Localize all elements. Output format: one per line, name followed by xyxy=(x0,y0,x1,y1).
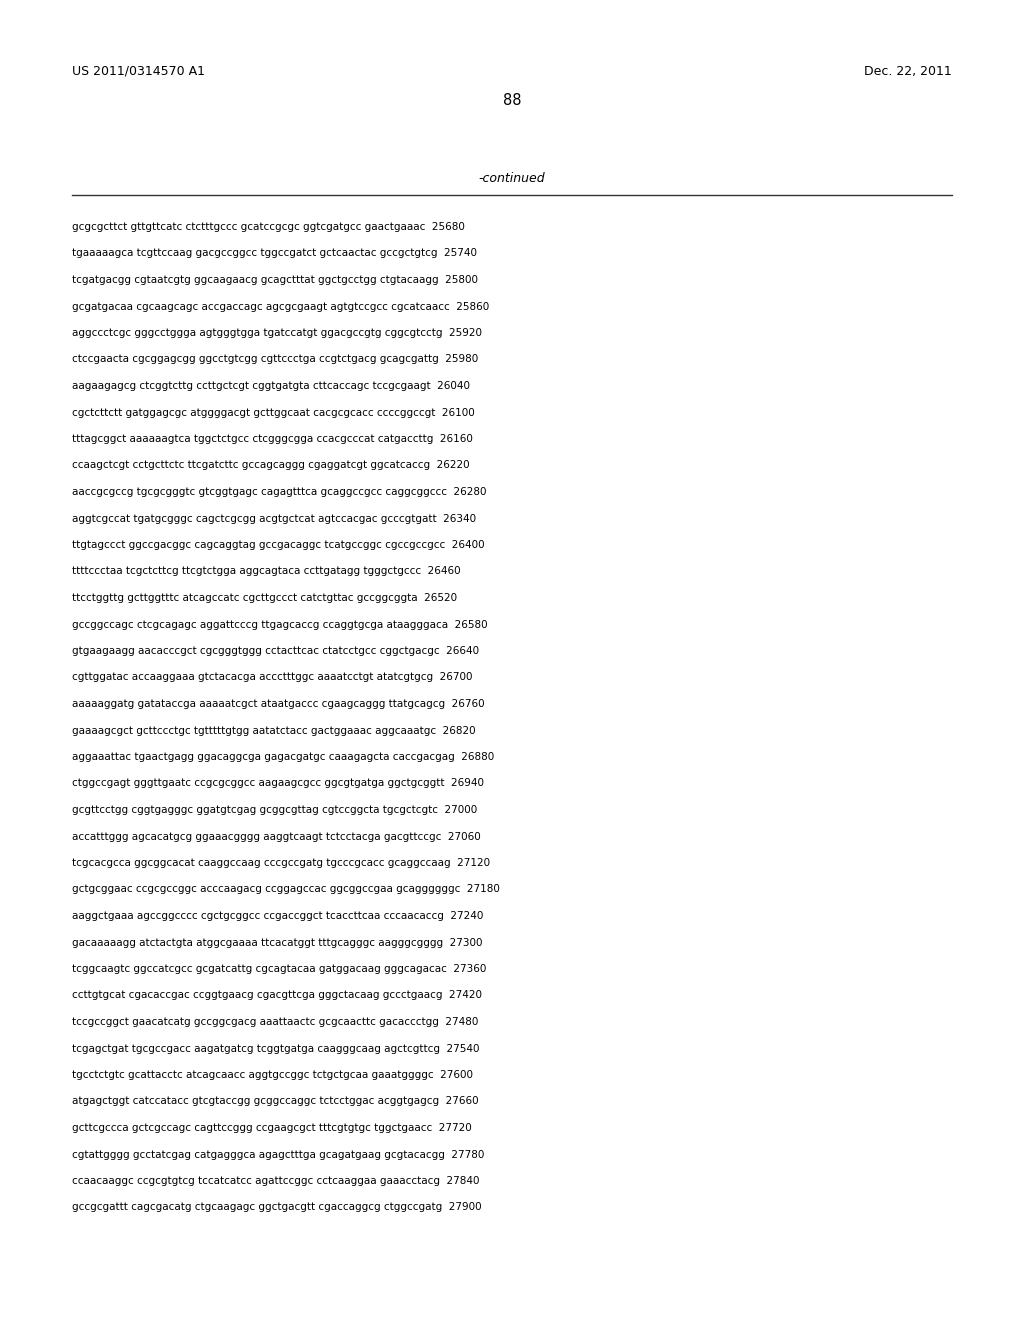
Text: ccttgtgcat cgacaccgac ccggtgaacg cgacgttcga gggctacaag gccctgaacg  27420: ccttgtgcat cgacaccgac ccggtgaacg cgacgtt… xyxy=(72,990,482,1001)
Text: ttcctggttg gcttggtttc atcagccatc cgcttgccct catctgttac gccggcggta  26520: ttcctggttg gcttggtttc atcagccatc cgcttgc… xyxy=(72,593,457,603)
Text: gcgatgacaa cgcaagcagc accgaccagc agcgcgaagt agtgtccgcc cgcatcaacc  25860: gcgatgacaa cgcaagcagc accgaccagc agcgcga… xyxy=(72,301,489,312)
Text: 88: 88 xyxy=(503,92,521,108)
Text: Dec. 22, 2011: Dec. 22, 2011 xyxy=(864,65,952,78)
Text: aaaaaggatg gatataccga aaaaatcgct ataatgaccc cgaagcaggg ttatgcagcg  26760: aaaaaggatg gatataccga aaaaatcgct ataatga… xyxy=(72,700,484,709)
Text: gccggccagc ctcgcagagc aggattcccg ttgagcaccg ccaggtgcga ataagggaca  26580: gccggccagc ctcgcagagc aggattcccg ttgagca… xyxy=(72,619,487,630)
Text: -continued: -continued xyxy=(478,172,546,185)
Text: gccgcgattt cagcgacatg ctgcaagagc ggctgacgtt cgaccaggcg ctggccgatg  27900: gccgcgattt cagcgacatg ctgcaagagc ggctgac… xyxy=(72,1203,481,1213)
Text: cgttggatac accaaggaaa gtctacacga accctttggc aaaatcctgt atatcgtgcg  26700: cgttggatac accaaggaaa gtctacacga acccttt… xyxy=(72,672,472,682)
Text: ccaagctcgt cctgcttctc ttcgatcttc gccagcaggg cgaggatcgt ggcatcaccg  26220: ccaagctcgt cctgcttctc ttcgatcttc gccagca… xyxy=(72,461,470,470)
Text: ccaacaaggc ccgcgtgtcg tccatcatcc agattccggc cctcaaggaa gaaacctacg  27840: ccaacaaggc ccgcgtgtcg tccatcatcc agattcc… xyxy=(72,1176,479,1185)
Text: gtgaagaagg aacacccgct cgcgggtggg cctacttcac ctatcctgcc cggctgacgc  26640: gtgaagaagg aacacccgct cgcgggtggg cctactt… xyxy=(72,645,479,656)
Text: ttgtagccct ggccgacggc cagcaggtag gccgacaggc tcatgccggc cgccgccgcc  26400: ttgtagccct ggccgacggc cagcaggtag gccgaca… xyxy=(72,540,484,550)
Text: gctgcggaac ccgcgccggc acccaagacg ccggagccac ggcggccgaa gcaggggggc  27180: gctgcggaac ccgcgccggc acccaagacg ccggagc… xyxy=(72,884,500,895)
Text: gcgttcctgg cggtgagggc ggatgtcgag gcggcgttag cgtccggcta tgcgctcgtc  27000: gcgttcctgg cggtgagggc ggatgtcgag gcggcgt… xyxy=(72,805,477,814)
Text: aaggctgaaa agccggcccc cgctgcggcc ccgaccggct tcaccttcaa cccaacaccg  27240: aaggctgaaa agccggcccc cgctgcggcc ccgaccg… xyxy=(72,911,483,921)
Text: tcgatgacgg cgtaatcgtg ggcaagaacg gcagctttat ggctgcctgg ctgtacaagg  25800: tcgatgacgg cgtaatcgtg ggcaagaacg gcagctt… xyxy=(72,275,478,285)
Text: tccgccggct gaacatcatg gccggcgacg aaattaactc gcgcaacttc gacaccctgg  27480: tccgccggct gaacatcatg gccggcgacg aaattaa… xyxy=(72,1016,478,1027)
Text: gaaaagcgct gcttccctgc tgtttttgtgg aatatctacc gactggaaac aggcaaatgc  26820: gaaaagcgct gcttccctgc tgtttttgtgg aatatc… xyxy=(72,726,475,735)
Text: ctggccgagt gggttgaatc ccgcgcggcc aagaagcgcc ggcgtgatga ggctgcggtt  26940: ctggccgagt gggttgaatc ccgcgcggcc aagaagc… xyxy=(72,779,484,788)
Text: tttagcggct aaaaaagtca tggctctgcc ctcgggcgga ccacgcccat catgaccttg  26160: tttagcggct aaaaaagtca tggctctgcc ctcgggc… xyxy=(72,434,473,444)
Text: ctccgaacta cgcggagcgg ggcctgtcgg cgttccctga ccgtctgacg gcagcgattg  25980: ctccgaacta cgcggagcgg ggcctgtcgg cgttccc… xyxy=(72,355,478,364)
Text: cgtattgggg gcctatcgag catgagggca agagctttga gcagatgaag gcgtacacgg  27780: cgtattgggg gcctatcgag catgagggca agagctt… xyxy=(72,1150,484,1159)
Text: cgctcttctt gatggagcgc atggggacgt gcttggcaat cacgcgcacc ccccggccgt  26100: cgctcttctt gatggagcgc atggggacgt gcttggc… xyxy=(72,408,475,417)
Text: aggccctcgc gggcctggga agtgggtgga tgatccatgt ggacgccgtg cggcgtcctg  25920: aggccctcgc gggcctggga agtgggtgga tgatcca… xyxy=(72,327,482,338)
Text: ttttccctaa tcgctcttcg ttcgtctgga aggcagtaca ccttgatagg tgggctgccc  26460: ttttccctaa tcgctcttcg ttcgtctgga aggcagt… xyxy=(72,566,461,577)
Text: aggaaattac tgaactgagg ggacaggcga gagacgatgc caaagagcta caccgacgag  26880: aggaaattac tgaactgagg ggacaggcga gagacga… xyxy=(72,752,495,762)
Text: aagaagagcg ctcggtcttg ccttgctcgt cggtgatgta cttcaccagc tccgcgaagt  26040: aagaagagcg ctcggtcttg ccttgctcgt cggtgat… xyxy=(72,381,470,391)
Text: gcgcgcttct gttgttcatc ctctttgccc gcatccgcgc ggtcgatgcc gaactgaaac  25680: gcgcgcttct gttgttcatc ctctttgccc gcatccg… xyxy=(72,222,465,232)
Text: aggtcgccat tgatgcgggc cagctcgcgg acgtgctcat agtccacgac gcccgtgatt  26340: aggtcgccat tgatgcgggc cagctcgcgg acgtgct… xyxy=(72,513,476,524)
Text: US 2011/0314570 A1: US 2011/0314570 A1 xyxy=(72,65,205,78)
Text: tcgcacgcca ggcggcacat caaggccaag cccgccgatg tgcccgcacc gcaggccaag  27120: tcgcacgcca ggcggcacat caaggccaag cccgccg… xyxy=(72,858,490,869)
Text: accatttggg agcacatgcg ggaaacgggg aaggtcaagt tctcctacga gacgttccgc  27060: accatttggg agcacatgcg ggaaacgggg aaggtca… xyxy=(72,832,480,842)
Text: atgagctggt catccatacc gtcgtaccgg gcggccaggc tctcctggac acggtgagcg  27660: atgagctggt catccatacc gtcgtaccgg gcggcca… xyxy=(72,1097,478,1106)
Text: tcgagctgat tgcgccgacc aagatgatcg tcggtgatga caagggcaag agctcgttcg  27540: tcgagctgat tgcgccgacc aagatgatcg tcggtga… xyxy=(72,1044,479,1053)
Text: aaccgcgccg tgcgcgggtc gtcggtgagc cagagtttca gcaggccgcc caggcggccc  26280: aaccgcgccg tgcgcgggtc gtcggtgagc cagagtt… xyxy=(72,487,486,498)
Text: tgaaaaagca tcgttccaag gacgccggcc tggccgatct gctcaactac gccgctgtcg  25740: tgaaaaagca tcgttccaag gacgccggcc tggccga… xyxy=(72,248,477,259)
Text: tgcctctgtc gcattacctc atcagcaacc aggtgccggc tctgctgcaa gaaatggggc  27600: tgcctctgtc gcattacctc atcagcaacc aggtgcc… xyxy=(72,1071,473,1080)
Text: gcttcgccca gctcgccagc cagttccggg ccgaagcgct tttcgtgtgc tggctgaacc  27720: gcttcgccca gctcgccagc cagttccggg ccgaagc… xyxy=(72,1123,472,1133)
Text: gacaaaaagg atctactgta atggcgaaaa ttcacatggt tttgcagggc aagggcgggg  27300: gacaaaaagg atctactgta atggcgaaaa ttcacat… xyxy=(72,937,482,948)
Text: tcggcaagtc ggccatcgcc gcgatcattg cgcagtacaa gatggacaag gggcagacac  27360: tcggcaagtc ggccatcgcc gcgatcattg cgcagta… xyxy=(72,964,486,974)
